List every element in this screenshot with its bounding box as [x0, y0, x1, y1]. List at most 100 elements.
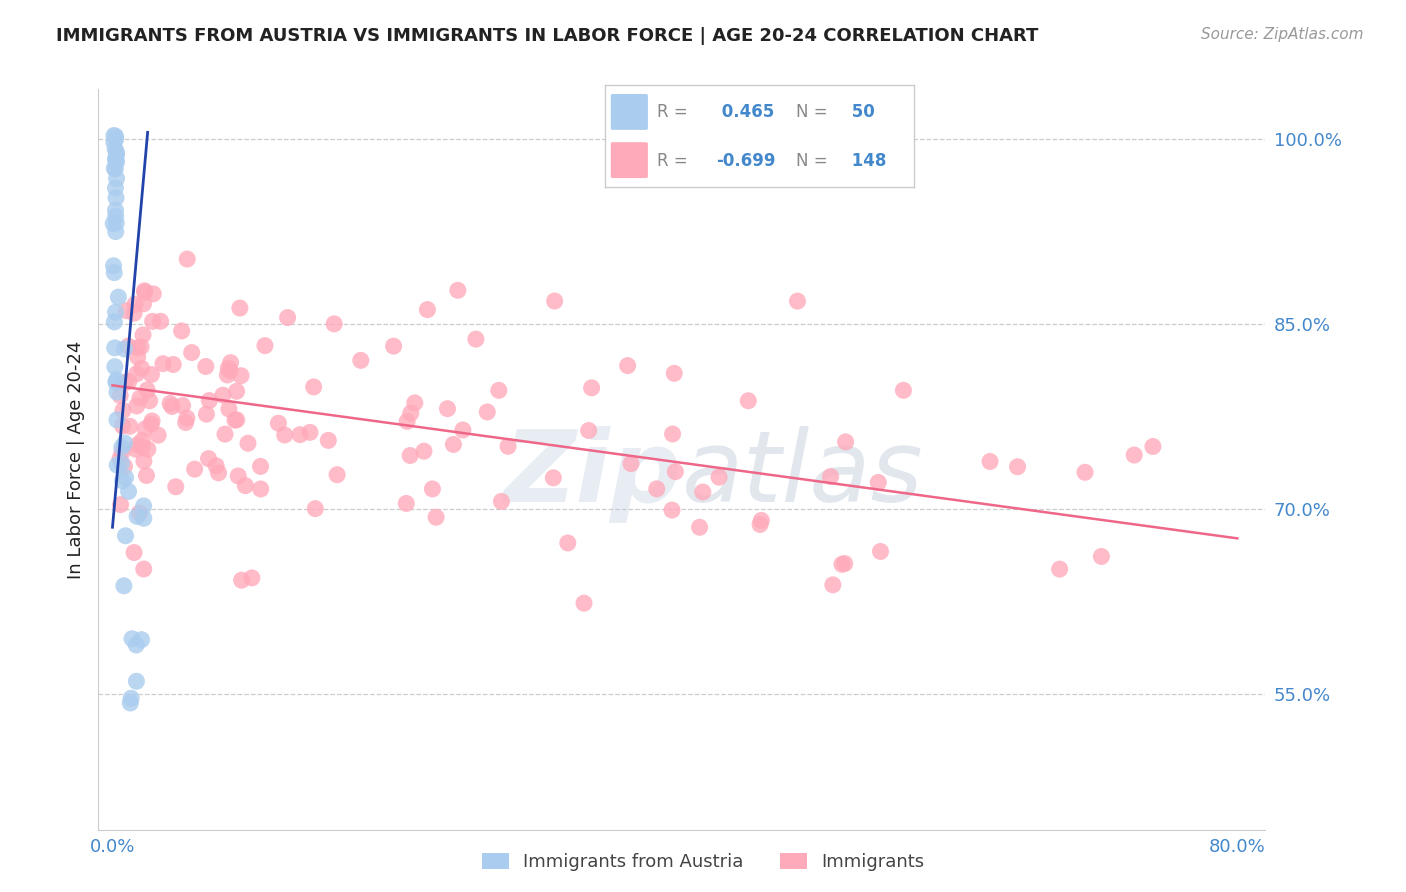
- Point: [131, 632, 153, 647]
- Point: [104, 341, 127, 355]
- Point: [207, 466, 229, 480]
- Point: [350, 353, 373, 368]
- Point: [115, 303, 138, 318]
- Point: [117, 339, 139, 353]
- Text: 50: 50: [846, 103, 875, 121]
- Point: [103, 217, 125, 231]
- Point: [131, 361, 153, 376]
- Point: [120, 696, 142, 710]
- Point: [399, 449, 422, 463]
- Point: [664, 465, 686, 479]
- Point: [1142, 440, 1164, 454]
- Point: [105, 385, 128, 400]
- Point: [141, 414, 163, 428]
- Point: [111, 403, 134, 417]
- Text: atlas: atlas: [682, 425, 924, 523]
- Point: [557, 536, 579, 550]
- Point: [125, 638, 148, 652]
- Point: [273, 428, 295, 442]
- Point: [183, 462, 205, 476]
- Point: [142, 314, 165, 328]
- Point: [834, 434, 856, 449]
- Point: [253, 338, 276, 352]
- Point: [129, 391, 152, 405]
- Point: [413, 444, 436, 458]
- Point: [114, 470, 136, 484]
- Point: [114, 436, 136, 450]
- Point: [105, 216, 128, 230]
- Point: [786, 294, 808, 309]
- Point: [110, 498, 132, 512]
- Point: [127, 350, 149, 364]
- Point: [198, 393, 221, 408]
- Point: [692, 485, 714, 500]
- Point: [132, 297, 155, 311]
- Point: [120, 691, 142, 706]
- Point: [103, 266, 125, 280]
- Point: [104, 181, 127, 195]
- Point: [114, 376, 136, 390]
- Point: [104, 375, 127, 389]
- Point: [103, 128, 125, 143]
- Point: [318, 434, 340, 448]
- Point: [737, 393, 759, 408]
- Point: [103, 259, 125, 273]
- Point: [172, 399, 194, 413]
- Point: [136, 442, 159, 457]
- Text: Source: ZipAtlas.com: Source: ZipAtlas.com: [1201, 27, 1364, 42]
- Point: [141, 368, 163, 382]
- Point: [868, 475, 890, 490]
- Point: [132, 499, 155, 513]
- Point: [620, 457, 643, 471]
- FancyBboxPatch shape: [610, 142, 648, 178]
- Point: [572, 596, 595, 610]
- Point: [131, 434, 153, 448]
- Point: [581, 381, 603, 395]
- Point: [146, 428, 169, 442]
- Text: 148: 148: [846, 152, 886, 169]
- Point: [1074, 465, 1097, 479]
- Point: [180, 345, 202, 359]
- Point: [105, 373, 128, 387]
- Point: [616, 359, 638, 373]
- Point: [396, 414, 419, 428]
- Point: [229, 301, 252, 315]
- Point: [249, 482, 271, 496]
- Point: [152, 357, 174, 371]
- Point: [176, 411, 198, 425]
- Text: N =: N =: [796, 103, 828, 121]
- Point: [105, 147, 128, 161]
- Point: [578, 424, 600, 438]
- Point: [108, 451, 131, 466]
- Point: [112, 579, 135, 593]
- Point: [127, 438, 149, 452]
- Y-axis label: In Labor Force | Age 20-24: In Labor Force | Age 20-24: [66, 340, 84, 579]
- Point: [107, 290, 129, 304]
- Point: [821, 578, 844, 592]
- Point: [118, 419, 141, 434]
- Point: [132, 511, 155, 525]
- Point: [165, 480, 187, 494]
- Point: [661, 427, 683, 442]
- Point: [104, 203, 127, 218]
- Point: [125, 399, 148, 413]
- Point: [226, 469, 249, 483]
- Point: [235, 478, 257, 492]
- FancyBboxPatch shape: [610, 94, 648, 130]
- Point: [132, 562, 155, 576]
- Point: [326, 467, 349, 482]
- Point: [194, 359, 217, 374]
- Point: [105, 171, 128, 186]
- Point: [205, 458, 228, 473]
- Point: [451, 423, 474, 437]
- Point: [104, 152, 127, 166]
- Point: [111, 445, 134, 459]
- Point: [122, 545, 145, 559]
- Point: [544, 293, 567, 308]
- Point: [127, 509, 149, 524]
- Point: [122, 306, 145, 320]
- Point: [236, 436, 259, 450]
- Point: [174, 416, 197, 430]
- Point: [240, 571, 263, 585]
- Point: [134, 422, 156, 436]
